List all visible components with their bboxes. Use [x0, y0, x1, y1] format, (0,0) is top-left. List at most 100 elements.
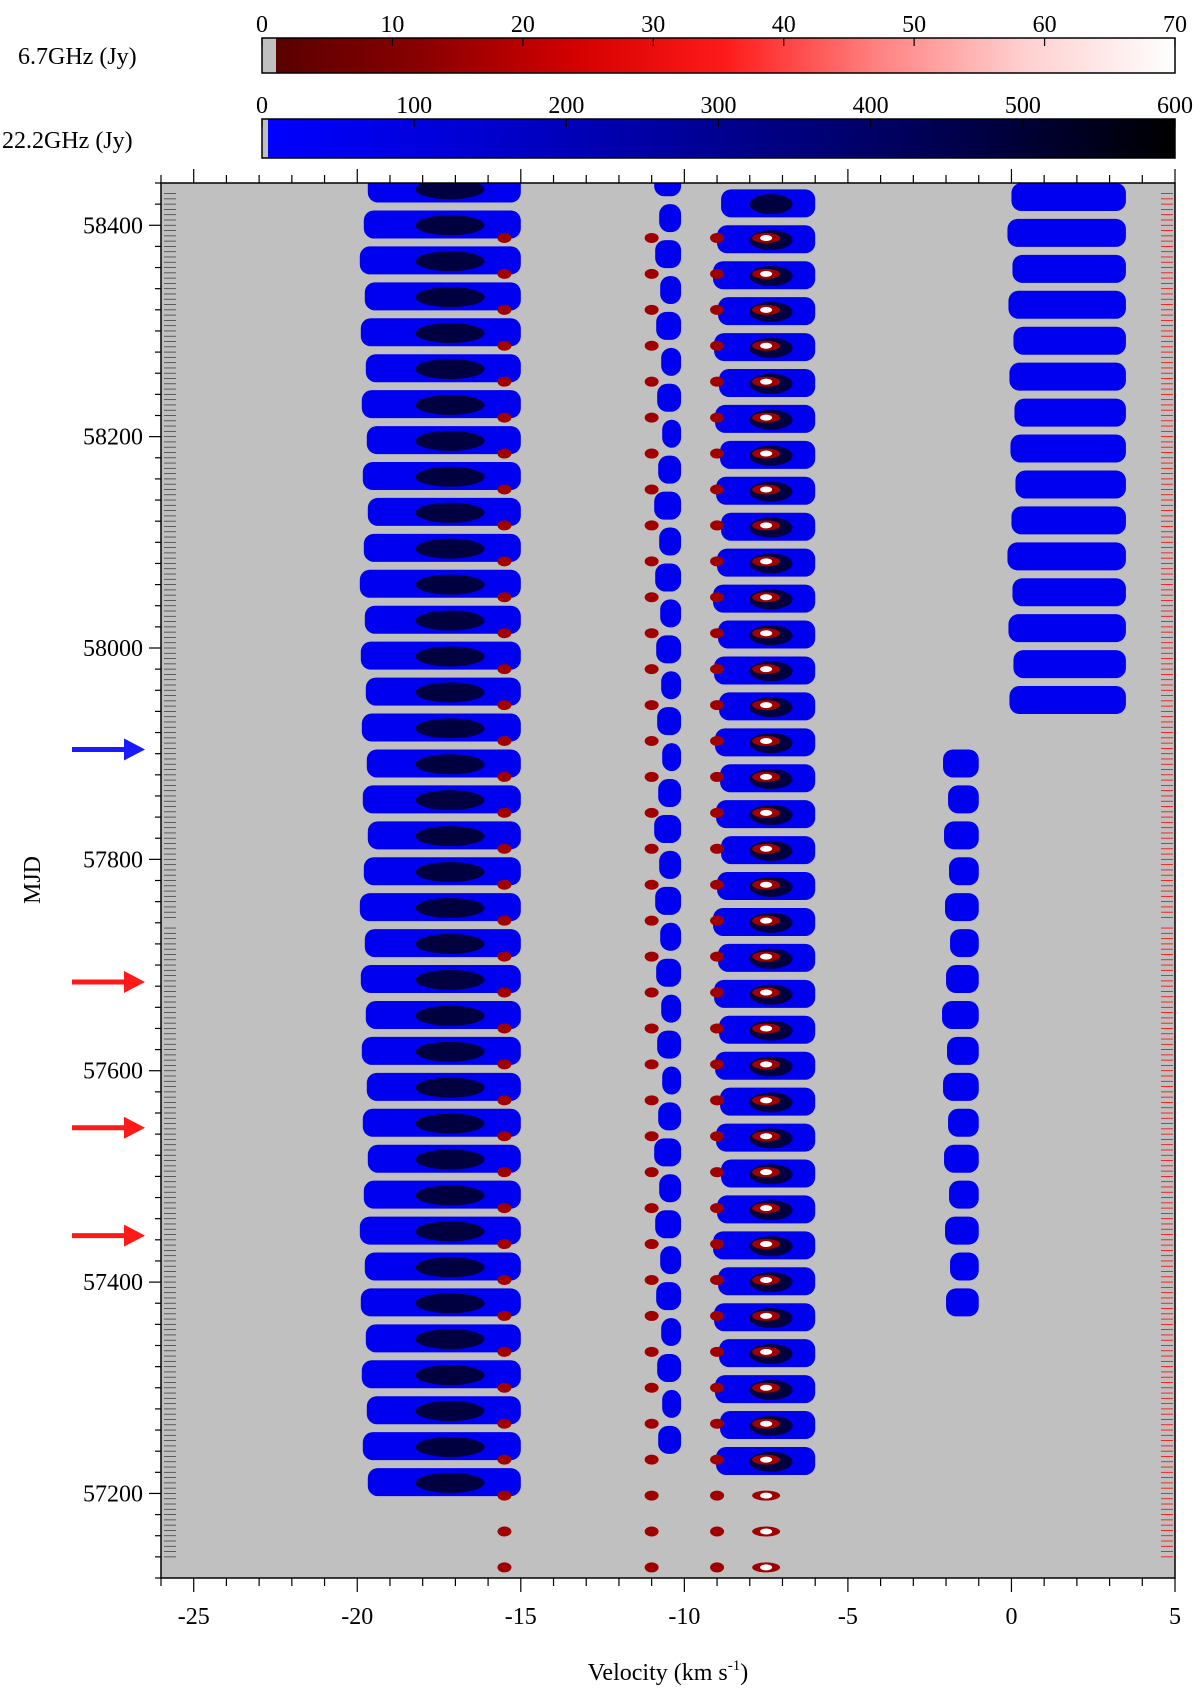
- water-maser-peak: [749, 194, 793, 215]
- methanol-maser-spot: [497, 304, 512, 315]
- colorbar-6-7ghz-frame: [261, 37, 1176, 74]
- water-maser-peak: [415, 826, 485, 847]
- water-maser-blob: [945, 1216, 979, 1245]
- heatmap-features: [359, 183, 1126, 1573]
- water-maser-peak: [415, 215, 485, 236]
- epoch-arrow-head: [124, 738, 145, 761]
- water-maser-blob: [656, 1282, 682, 1311]
- methanol-maser-spot: [497, 915, 512, 926]
- water-maser-blob: [943, 1072, 979, 1101]
- water-maser-peak: [415, 1365, 485, 1386]
- colorbar-22-2ghz-bar: [268, 119, 1175, 158]
- water-maser-blob: [950, 1252, 979, 1281]
- methanol-maser-spot: [497, 1274, 512, 1285]
- x-tick-label: 0: [1005, 1604, 1017, 1630]
- methanol-maser-spot: [644, 1239, 659, 1250]
- water-maser-blob: [661, 671, 682, 700]
- x-tick-label: -10: [668, 1604, 700, 1630]
- methanol-maser-spot: [710, 412, 725, 423]
- water-maser-blob: [656, 635, 682, 664]
- methanol-maser-core: [760, 414, 773, 421]
- methanol-maser-spot: [644, 1562, 659, 1573]
- water-maser-peak: [415, 394, 485, 415]
- methanol-maser-spot: [497, 1203, 512, 1214]
- methanol-maser-core: [760, 1564, 773, 1571]
- water-maser-peak: [415, 969, 485, 990]
- water-maser-blob: [1007, 542, 1126, 571]
- water-maser-blob: [655, 240, 682, 269]
- methanol-maser-spot: [710, 1023, 725, 1034]
- methanol-maser-spot: [710, 304, 725, 315]
- water-maser-blob: [949, 857, 979, 886]
- water-maser-peak: [415, 359, 485, 379]
- colorbar-tick-label: 20: [511, 12, 535, 38]
- methanol-maser-core: [760, 1456, 773, 1463]
- methanol-maser-spot: [497, 987, 512, 998]
- water-maser-blob: [1013, 650, 1126, 679]
- methanol-maser-core: [760, 845, 773, 852]
- methanol-maser-spot: [644, 448, 659, 459]
- methanol-maser-spot: [497, 412, 512, 423]
- colorbar-tick-label: 600: [1157, 93, 1193, 119]
- water-maser-peak: [415, 466, 485, 487]
- water-maser-blob: [946, 965, 979, 994]
- colorbar-tick-label: 40: [772, 12, 796, 38]
- methanol-maser-spot: [710, 592, 725, 603]
- water-maser-blob: [656, 311, 682, 340]
- water-maser-peak: [415, 1185, 485, 1206]
- water-maser-blob: [1012, 254, 1126, 283]
- methanol-maser-spot: [710, 987, 725, 998]
- methanol-maser-core: [760, 738, 773, 744]
- methanol-maser-spot: [710, 232, 725, 243]
- colorbar-tick-label: 70: [1163, 12, 1187, 38]
- water-maser-peak: [415, 754, 485, 775]
- methanol-maser-core: [760, 342, 773, 349]
- colorbar-tick-label: 30: [641, 12, 665, 38]
- methanol-maser-spot: [644, 484, 659, 495]
- methanol-maser-spot: [644, 771, 659, 782]
- colorbar-6-7ghz: 6.7GHz (Jy) 0 10 20 30 40 50 60 70: [18, 12, 1187, 74]
- methanol-maser-spot: [710, 1274, 725, 1285]
- methanol-maser-spot: [644, 376, 659, 387]
- water-maser-blob: [659, 1174, 682, 1203]
- water-maser-peak: [415, 574, 485, 595]
- methanol-maser-spot: [710, 1526, 725, 1537]
- y-tick-label: 57800: [83, 847, 143, 873]
- water-maser-blob: [948, 785, 979, 814]
- methanol-maser-spot: [644, 340, 659, 351]
- water-maser-peak: [415, 718, 485, 739]
- methanol-maser-spot: [710, 1131, 725, 1142]
- water-maser-blob: [661, 994, 682, 1023]
- methanol-maser-core: [760, 450, 773, 457]
- methanol-maser-spot: [710, 448, 725, 459]
- water-maser-blob: [944, 1144, 979, 1173]
- water-maser-blob: [662, 419, 682, 448]
- methanol-maser-spot: [497, 1382, 512, 1393]
- methanol-maser-spot: [644, 1490, 659, 1501]
- methanol-maser-spot: [497, 1095, 512, 1106]
- methanol-maser-spot: [497, 1131, 512, 1142]
- water-maser-blob: [1008, 614, 1126, 643]
- water-maser-blob: [655, 1210, 682, 1239]
- methanol-maser-spot: [710, 1239, 725, 1250]
- methanol-maser-spot: [644, 628, 659, 639]
- methanol-maser-core: [760, 1528, 773, 1535]
- methanol-maser-spot: [644, 879, 659, 890]
- methanol-maser-core: [760, 1205, 773, 1212]
- observation-rugs: [164, 193, 1173, 1558]
- water-maser-peak: [415, 682, 485, 703]
- y-axis: 57200 57400 57600 57800 58000 58200 58400: [83, 182, 161, 1579]
- methanol-maser-spot: [710, 1382, 725, 1393]
- methanol-maser-spot: [644, 1346, 659, 1357]
- methanol-maser-spot: [644, 556, 659, 567]
- methanol-maser-spot: [710, 807, 725, 818]
- water-maser-blob: [654, 814, 682, 843]
- methanol-maser-spot: [497, 268, 512, 279]
- water-maser-blob: [946, 1288, 979, 1317]
- methanol-maser-spot: [644, 268, 659, 279]
- water-maser-blob: [659, 527, 682, 556]
- methanol-maser-spot: [710, 1562, 725, 1573]
- methanol-maser-spot: [710, 1418, 725, 1429]
- methanol-maser-spot: [644, 1167, 659, 1178]
